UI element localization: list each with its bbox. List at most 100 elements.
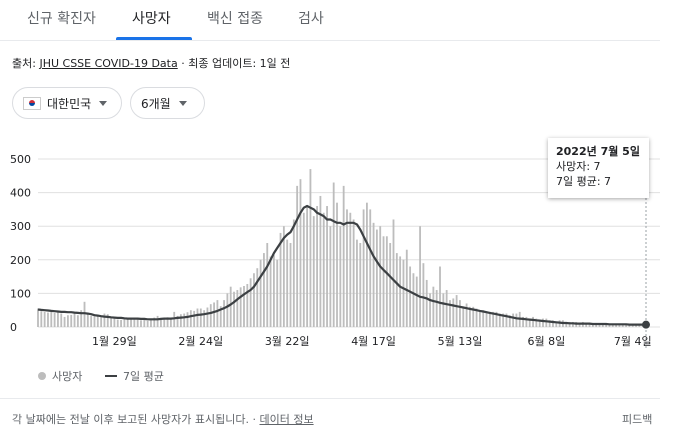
tab-vaccinations[interactable]: 백신 접종 [207, 11, 263, 27]
bar [286, 239, 289, 327]
x-tick-label: 1월 29일 [92, 334, 137, 348]
tab-deaths[interactable]: 사망자 [132, 11, 171, 27]
legend-bars-label: 사망자 [52, 370, 83, 383]
bar [302, 212, 305, 327]
bar [282, 226, 285, 327]
bar [515, 313, 518, 327]
bar [635, 324, 637, 327]
bar [382, 236, 385, 327]
bar [73, 311, 76, 327]
bar [163, 318, 166, 327]
y-axis: 0 100 200 300 400 500 [10, 153, 31, 334]
bar [143, 319, 146, 327]
bar [385, 236, 388, 327]
footer-text: 각 날짜에는 전날 이후 보고된 사망자가 표시됩니다. · [12, 413, 260, 426]
bar [90, 315, 93, 327]
bar [259, 259, 262, 327]
y-tick-label: 500 [10, 153, 31, 166]
bar [362, 209, 365, 327]
x-axis: 1월 29일 2월 24일 3월 22일 4월 17일 5월 13일 6월 8일 7월 4일 [92, 334, 652, 348]
bar [43, 311, 46, 327]
bar [150, 318, 152, 327]
bar [379, 226, 382, 327]
bar [372, 222, 375, 327]
bar [478, 310, 481, 327]
chevron-down-icon [178, 100, 187, 106]
x-tick-label: 5월 13일 [438, 334, 483, 348]
bar [116, 319, 119, 327]
bar [70, 314, 73, 327]
country-dropdown-label: 대한민국 [47, 96, 92, 111]
bar [535, 318, 538, 327]
bar [508, 315, 511, 327]
bar [306, 206, 309, 327]
bar [605, 323, 608, 327]
bar [279, 232, 282, 327]
bar [86, 313, 89, 327]
bar [110, 317, 113, 327]
bar [206, 307, 209, 327]
bar [226, 293, 229, 327]
bar [352, 219, 355, 327]
bar [528, 318, 531, 327]
bar [183, 313, 186, 327]
bar [130, 317, 132, 327]
bar [591, 323, 594, 327]
bar [548, 320, 551, 327]
bar [263, 253, 265, 327]
bar [488, 311, 491, 327]
bar [485, 311, 488, 327]
tab-new-cases[interactable]: 신규 확진자 [27, 11, 96, 27]
source-link[interactable]: JHU CSSE COVID-19 Data [39, 57, 178, 70]
bar [571, 321, 574, 327]
tooltip-deaths: 사망자: 7 [556, 160, 601, 173]
bar [525, 316, 528, 327]
x-tick-label: 7월 4일 [614, 334, 652, 348]
bar [631, 324, 634, 327]
bar [319, 195, 322, 327]
bar [625, 324, 627, 327]
bar [179, 314, 182, 327]
bar [96, 315, 99, 327]
chevron-down-icon [99, 100, 108, 106]
bar [93, 316, 96, 327]
bar [243, 286, 245, 327]
bar [50, 311, 53, 327]
bar [253, 273, 255, 327]
country-dropdown[interactable]: 대한민국 [12, 87, 122, 119]
bar [439, 266, 441, 327]
footer-divider [0, 398, 660, 399]
bar [522, 316, 524, 327]
bar [449, 300, 451, 327]
bar [153, 317, 156, 327]
bar [419, 226, 421, 327]
bar [37, 308, 39, 327]
bar [193, 310, 196, 327]
bar [66, 315, 69, 327]
bar [425, 279, 428, 327]
bar [465, 303, 468, 327]
bar [389, 243, 392, 327]
bar [329, 226, 332, 327]
tab-tests[interactable]: 검사 [298, 11, 324, 27]
deaths-chart[interactable]: 0 100 200 300 400 500 1월 29일 2월 24일 3월 22일 4월 17… [0, 130, 687, 360]
x-tick-label: 4월 17일 [351, 334, 396, 348]
footer-note: 각 날짜에는 전날 이후 보고된 사망자가 표시됩니다. · 데이터 정보 [12, 411, 314, 427]
data-info-link[interactable]: 데이터 정보 [259, 413, 314, 426]
bar [216, 300, 219, 327]
bar [422, 263, 425, 327]
bar [349, 212, 352, 327]
bar [186, 312, 189, 327]
feedback-link[interactable]: 피드백 [622, 413, 653, 426]
bar [209, 304, 212, 327]
seven-day-average-line [37, 204, 646, 326]
source-updated: · 최종 업데이트: 1일 전 [177, 57, 291, 70]
legend-line-swatch [105, 375, 117, 377]
bar [336, 202, 338, 327]
bar [140, 320, 142, 327]
bar [442, 293, 445, 327]
y-tick-label: 100 [10, 287, 31, 300]
daily-deaths-bars [37, 169, 647, 327]
bar [598, 323, 601, 327]
period-dropdown[interactable]: 6개월 [130, 87, 205, 119]
